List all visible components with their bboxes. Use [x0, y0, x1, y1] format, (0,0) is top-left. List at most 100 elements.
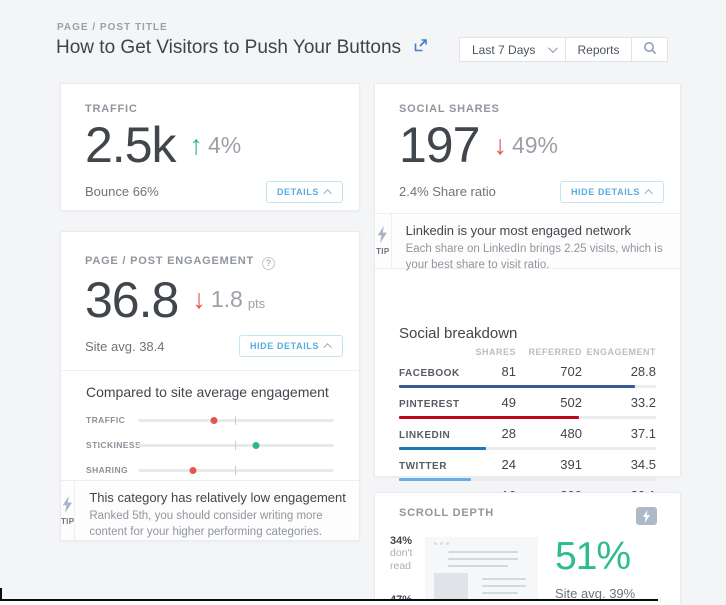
- compare-row-traffic: TRAFFIC: [86, 415, 334, 425]
- chevron-up-icon: [323, 188, 332, 198]
- network-bar-fill: [399, 415, 579, 419]
- marker-top-pct: 34%: [390, 535, 413, 547]
- engagement-delta: 1.8: [210, 286, 243, 313]
- reports-label: Reports: [577, 42, 620, 57]
- social-details-label: HIDE DETAILS: [570, 186, 640, 197]
- compare-row-stickiness: STICKINESS: [86, 440, 334, 450]
- slider-dot: [189, 466, 197, 474]
- engagement-value: 28.8: [630, 363, 656, 379]
- scroll-markers: 34% don't read 47% read half: [390, 535, 420, 605]
- external-link-icon[interactable]: [412, 37, 429, 59]
- site-average-tick: [235, 440, 237, 450]
- referred-value: 702: [560, 363, 582, 379]
- page-title: How to Get Visitors to Push Your Buttons: [56, 37, 402, 58]
- scroll-depth-value: 51%: [555, 535, 631, 578]
- scroll-site-average: Site avg. 39%: [555, 586, 636, 601]
- traffic-bounce-note: Bounce 66%: [85, 184, 159, 199]
- network-bar-fill: [399, 477, 471, 481]
- tip-title: Linkedin is your most engaged network: [405, 223, 632, 238]
- shares-value: 28: [501, 425, 516, 441]
- social-breakdown: Social breakdown SHARES REFERRED ENGAGEM…: [375, 310, 680, 512]
- engagement-value: 33.2: [630, 394, 656, 410]
- page-mockup: [425, 537, 538, 605]
- social-hide-details-button[interactable]: HIDE DETAILS: [559, 180, 664, 203]
- engagement-hide-details-button[interactable]: HIDE DETAILS: [238, 335, 343, 357]
- site-average-tick: [235, 415, 237, 425]
- network-bar-track: [399, 384, 656, 388]
- engagement-value: 36.8: [85, 271, 179, 328]
- frame-corner-tick: [0, 588, 2, 601]
- shares-value: 49: [501, 394, 516, 410]
- engagement-details-label: HIDE DETAILS: [249, 341, 319, 351]
- slider-dot: [252, 441, 260, 449]
- lightning-bolt-icon: [377, 226, 388, 243]
- page-post-title-eyebrow: PAGE / POST TITLE: [57, 22, 168, 33]
- engagement-value: 34.5: [630, 456, 656, 472]
- traffic-delta: 4%: [208, 131, 242, 158]
- header-controls: Last 7 Days Reports: [459, 37, 668, 62]
- social-tip: TIP Linkedin is your most engaged networ…: [375, 213, 680, 271]
- network-name: FACEBOOK: [399, 367, 460, 379]
- compare-row-sharing: SHARING: [86, 465, 334, 475]
- slider-track: [138, 465, 334, 475]
- slider-label: STICKINESS: [86, 440, 142, 450]
- social-breakdown-title: Social breakdown: [399, 324, 518, 342]
- engagement-delta-unit: pts: [247, 296, 266, 312]
- network-bar-fill: [399, 384, 636, 388]
- referred-value: 502: [560, 394, 582, 410]
- referred-value: 480: [560, 425, 582, 441]
- engagement-tip: TIP This category has relatively low eng…: [61, 480, 359, 540]
- social-shares-value: 197: [399, 117, 480, 173]
- column-header-engagement: ENGAGEMENT: [586, 346, 656, 357]
- table-row-pinterest: PINTEREST 49 502 33.2: [399, 395, 656, 419]
- lightning-bolt-icon: [62, 495, 73, 513]
- network-bar-track: [399, 446, 656, 450]
- network-bar-fill: [399, 446, 487, 450]
- site-average-tick: [235, 465, 237, 475]
- tip-text: Each share on LinkedIn brings 2.25 visit…: [405, 243, 663, 272]
- chevron-up-icon: [323, 343, 332, 352]
- traffic-value: 2.5k: [85, 117, 177, 173]
- engagement-label: PAGE / POST ENGAGEMENT: [85, 255, 254, 267]
- share-ratio-note: 2.4% Share ratio: [399, 184, 496, 199]
- scroll-depth-card: SCROLL DEPTH 34% don't read 47% read hal…: [374, 492, 681, 605]
- slider-label: TRAFFIC: [86, 415, 126, 425]
- engagement-value: 37.1: [630, 425, 656, 441]
- column-header-shares: SHARES: [475, 346, 516, 357]
- slider-dot: [210, 416, 218, 424]
- chevron-up-icon: [644, 188, 653, 198]
- help-icon[interactable]: ?: [261, 256, 275, 270]
- slider-track: [138, 415, 334, 425]
- frame-bottom-border: [0, 599, 658, 601]
- search-button[interactable]: [631, 37, 668, 62]
- social-shares-delta: 49%: [511, 131, 558, 158]
- traffic-details-label: DETAILS: [276, 186, 319, 197]
- lightning-badge-button[interactable]: [636, 507, 657, 525]
- network-bar-track: [399, 477, 656, 481]
- frame-gap: [0, 601, 658, 605]
- engagement-card: PAGE / POST ENGAGEMENT? 36.8 ↓ 1.8 pts S…: [60, 231, 360, 541]
- social-shares-label: SOCIAL SHARES: [399, 103, 500, 115]
- trend-down-arrow-icon: ↓: [192, 284, 206, 315]
- scroll-depth-label: SCROLL DEPTH: [399, 507, 494, 519]
- tip-title: This category has relatively low engagem…: [89, 490, 346, 505]
- site-average-note: Site avg. 38.4: [85, 338, 165, 354]
- network-name: LINKEDIN: [399, 429, 451, 441]
- traffic-card: TRAFFIC 2.5k ↑ 4% Bounce 66% DETAILS: [60, 83, 360, 211]
- date-range-dropdown[interactable]: Last 7 Days: [459, 37, 566, 62]
- reports-button[interactable]: Reports: [565, 37, 632, 62]
- shares-value: 81: [501, 363, 516, 379]
- table-row-linkedin: LINKEDIN 28 480 37.1: [399, 426, 656, 450]
- compare-title: Compared to site average engagement: [86, 384, 329, 400]
- network-bar-track: [399, 415, 656, 419]
- network-name: PINTEREST: [399, 398, 460, 410]
- table-row-facebook: FACEBOOK 81 702 28.8: [399, 364, 656, 388]
- slider-track: [138, 440, 334, 450]
- marker-top-caption: don't read: [390, 547, 413, 573]
- date-range-value: Last 7 Days: [472, 42, 536, 57]
- page-title-row: How to Get Visitors to Push Your Buttons: [56, 37, 429, 59]
- tip-label: TIP: [376, 247, 390, 256]
- chevron-down-icon: [547, 43, 558, 54]
- traffic-details-button[interactable]: DETAILS: [265, 180, 343, 203]
